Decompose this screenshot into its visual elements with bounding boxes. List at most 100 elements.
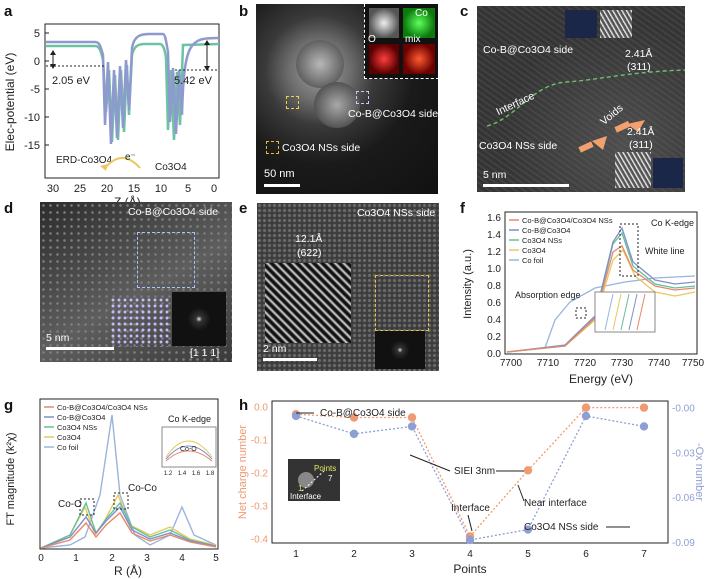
f-xtick-1: 7710 [537, 358, 560, 369]
b-inset-mix-label: mix [405, 34, 421, 45]
panel-label-a: a [4, 3, 13, 20]
d-scalebar [46, 347, 114, 350]
g-xtick-5: 5 [213, 553, 219, 564]
b-inset-haadf [369, 8, 399, 38]
h-ticks-right: -0.00 -0.03 -0.06 -0.09 [672, 403, 695, 549]
h-ytick-left-4: -0.4 [251, 535, 269, 546]
a-xtick-20: 20 [101, 183, 113, 195]
panel-label-b: b [239, 3, 249, 20]
b-inset-co-label: Co [415, 8, 428, 19]
d-title: Co-B@Co3O4 side [128, 206, 219, 218]
f-xlabel: Energy (eV) [569, 372, 633, 386]
d-zone-axis: [1 1 1] [190, 347, 220, 359]
f-xtick-0: 7700 [500, 358, 523, 369]
h-inset-interface: Interface [290, 492, 322, 501]
h-xtick-5: 5 [525, 549, 531, 560]
h-ann-interface: Interface [451, 503, 490, 514]
panel-a-chart: 5 0 -5 -10 -15 30 25 20 15 10 5 0 Z (Å) … [3, 23, 220, 195]
e-fft-inset [375, 331, 425, 369]
h-point-s0-5 [523, 466, 533, 475]
h-ytick-left-1: -0.1 [251, 436, 269, 447]
f-curve-cob [506, 226, 696, 353]
panel-a-frame [44, 23, 220, 179]
b-scalebar-label: 50 nm [264, 168, 295, 180]
g-legend-1: Co-B@Co3O4 [57, 413, 105, 422]
a-ytick-5: 5 [34, 28, 40, 40]
a-ylabel: Elec-potential (eV) [3, 53, 17, 152]
h-inset-one: 1 [298, 484, 303, 493]
b-label-side1: Co-B@Co3O4 side [348, 108, 438, 120]
h-ann-top: Co-B@Co3O4 side [320, 408, 406, 419]
h-ytick-right-0: -0.00 [672, 403, 695, 414]
f-xtick-3: 7730 [611, 358, 634, 369]
g-co-o-box [79, 498, 95, 516]
a-xtick-5: 5 [185, 183, 191, 195]
panel-label-e: e [239, 200, 248, 217]
b-box-green [286, 96, 299, 109]
f-whiteline-label: White line [645, 246, 685, 256]
c-scalebar [483, 184, 569, 187]
h-point-s0-7 [639, 403, 649, 412]
g-xtick-3: 3 [144, 553, 150, 564]
c-spacing-bot: 2.41Å [627, 126, 655, 138]
g-curve-cofoil [40, 414, 217, 549]
f-ytick-3: 0.6 [487, 298, 501, 309]
a-xtick-0: 0 [211, 183, 217, 195]
f-edge-box [575, 307, 587, 319]
panel-f-chart: 0.0 0.2 0.4 0.6 0.8 1.0 1.2 1.4 1.6 7700… [462, 211, 705, 386]
h-point-s0-2 [349, 413, 359, 422]
d-fft-inset [172, 292, 226, 346]
f-legend-2: Co3O4 NSs [522, 236, 562, 245]
h-point-s1-6 [581, 411, 591, 421]
h-ytick-left-0: 0.0 [254, 403, 268, 414]
g-xtick-0: 0 [38, 553, 44, 564]
a-xtick-10: 10 [155, 183, 167, 195]
b-scalebar [264, 184, 300, 187]
g-inset-tick-1: 1.4 [178, 471, 187, 477]
g-legend-3: Co3O4 [57, 433, 81, 442]
a-xtick-15: 15 [128, 183, 140, 195]
b-eds-inset: Co O mix [364, 4, 438, 79]
f-whiteline-box [619, 223, 639, 277]
b-box-yellow [266, 141, 279, 154]
g-xtick-1: 1 [73, 553, 79, 564]
g-inset [161, 426, 217, 468]
e-scalebar [263, 358, 317, 361]
h-point-s1-4 [465, 535, 475, 545]
g-inset-label: Co-O [180, 446, 197, 453]
c-side-bottom: Co3O4 NSs side [479, 140, 558, 152]
panel-g-chart: 0 1 2 3 4 5 R (Å) FT magnitude (k²χ) Co-… [5, 398, 219, 578]
h-ann-near: Near interface [524, 498, 587, 509]
f-title: Co K-edge [651, 218, 694, 228]
c-plane-bot: (311) [629, 139, 653, 151]
f-legend-1: Co-B@Co3O4 [522, 226, 570, 235]
panel-label-g: g [4, 397, 14, 414]
g-curve-cob [40, 505, 217, 549]
h-xlabel: Points [453, 562, 486, 576]
f-ytick-5: 1.0 [487, 264, 501, 275]
h-ytick-right-3: -0.09 [672, 538, 695, 549]
f-curve-cofoil [506, 275, 696, 353]
h-ylabel-left: Net charge number [237, 425, 249, 519]
h-point-s1-5 [523, 525, 533, 534]
f-edge-label: Absorption edge [515, 290, 581, 300]
g-inset-tick-0: 1.2 [164, 471, 173, 477]
h-ytick-left-3: -0.3 [251, 502, 269, 513]
panel-h-chart: Net charge number -Ox number Points 0.0 -… [237, 400, 705, 576]
b-inset-mix-map [403, 44, 435, 74]
b-box-blue [356, 91, 369, 104]
b-particle-1 [296, 40, 344, 88]
h-ticks-left: 0.0 -0.1 -0.2 -0.3 -0.4 [251, 403, 269, 546]
a-ytick-m5: -5 [30, 84, 40, 96]
c-plane-top: (311) [627, 61, 651, 73]
h-xtick-7: 7 [641, 549, 647, 560]
g-legend-2: Co3O4 NSs [57, 423, 97, 432]
g-title: Co K-edge [168, 414, 211, 424]
a-electron: e⁻ [125, 152, 136, 163]
h-ticks-x: 1 2 3 4 5 6 7 [293, 549, 647, 560]
h-xtick-1: 1 [293, 549, 299, 560]
b-inset-o-map [369, 44, 399, 74]
h-point-s0-6 [581, 403, 591, 412]
h-ylabel-right: -Ox number [693, 443, 705, 501]
panel-b-micrograph: Co O mix Co-B@Co3O4 side Co3O4 NSs side … [256, 4, 438, 194]
